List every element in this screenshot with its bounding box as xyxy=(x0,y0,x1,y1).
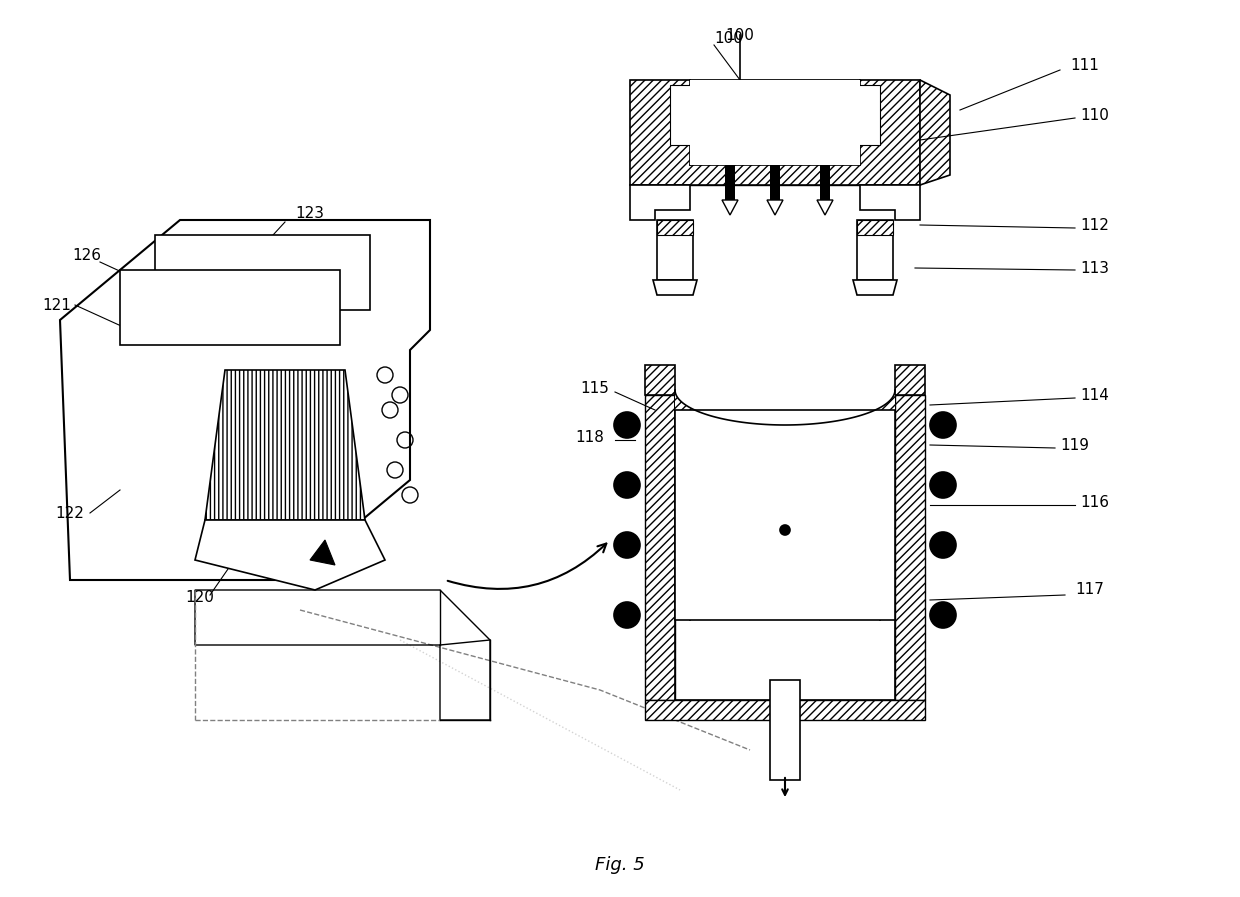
Circle shape xyxy=(614,532,640,558)
Text: Fig. 5: Fig. 5 xyxy=(595,856,645,874)
Text: 121: 121 xyxy=(42,298,71,312)
Bar xyxy=(657,220,693,280)
Circle shape xyxy=(930,602,956,628)
Polygon shape xyxy=(120,270,340,345)
Polygon shape xyxy=(630,185,689,220)
Text: 113: 113 xyxy=(1080,260,1109,275)
Bar xyxy=(857,220,893,280)
Bar xyxy=(657,220,693,235)
Polygon shape xyxy=(817,200,833,215)
Polygon shape xyxy=(689,80,861,165)
Polygon shape xyxy=(630,80,920,185)
Circle shape xyxy=(614,472,640,498)
Text: 112: 112 xyxy=(1080,217,1109,232)
Circle shape xyxy=(930,412,956,438)
Polygon shape xyxy=(768,200,782,215)
Polygon shape xyxy=(205,370,365,520)
Bar xyxy=(670,85,880,145)
Bar xyxy=(895,395,925,700)
Text: 123: 123 xyxy=(295,205,324,221)
Polygon shape xyxy=(920,80,950,185)
Polygon shape xyxy=(675,390,895,425)
Circle shape xyxy=(780,525,790,535)
Text: 100: 100 xyxy=(725,28,754,42)
Text: 114: 114 xyxy=(1080,388,1109,403)
Bar xyxy=(645,395,675,700)
Bar xyxy=(820,165,830,200)
Polygon shape xyxy=(653,280,697,295)
Text: 100: 100 xyxy=(714,30,743,46)
Text: 115: 115 xyxy=(580,380,609,396)
Polygon shape xyxy=(155,235,370,310)
Polygon shape xyxy=(895,365,925,395)
Polygon shape xyxy=(722,200,738,215)
Text: 111: 111 xyxy=(1070,57,1099,73)
Text: 110: 110 xyxy=(1080,108,1109,123)
Bar xyxy=(725,165,735,200)
FancyArrowPatch shape xyxy=(448,544,606,589)
Circle shape xyxy=(614,412,640,438)
Bar xyxy=(630,80,920,185)
Polygon shape xyxy=(60,220,430,580)
Bar xyxy=(675,410,895,620)
Circle shape xyxy=(614,602,640,628)
Polygon shape xyxy=(195,520,384,590)
Text: 116: 116 xyxy=(1080,494,1109,509)
Bar xyxy=(857,220,893,235)
Circle shape xyxy=(930,472,956,498)
Bar xyxy=(770,680,800,780)
Text: 120: 120 xyxy=(185,590,213,605)
Circle shape xyxy=(930,532,956,558)
Polygon shape xyxy=(853,280,897,295)
Text: 119: 119 xyxy=(1060,438,1089,452)
Bar xyxy=(770,165,780,200)
Bar xyxy=(645,700,925,720)
Text: 118: 118 xyxy=(575,430,604,445)
Text: 126: 126 xyxy=(72,248,100,263)
Polygon shape xyxy=(861,185,920,220)
Text: 117: 117 xyxy=(1075,582,1104,597)
Polygon shape xyxy=(310,540,335,565)
Polygon shape xyxy=(645,365,675,395)
Text: 122: 122 xyxy=(55,506,84,520)
